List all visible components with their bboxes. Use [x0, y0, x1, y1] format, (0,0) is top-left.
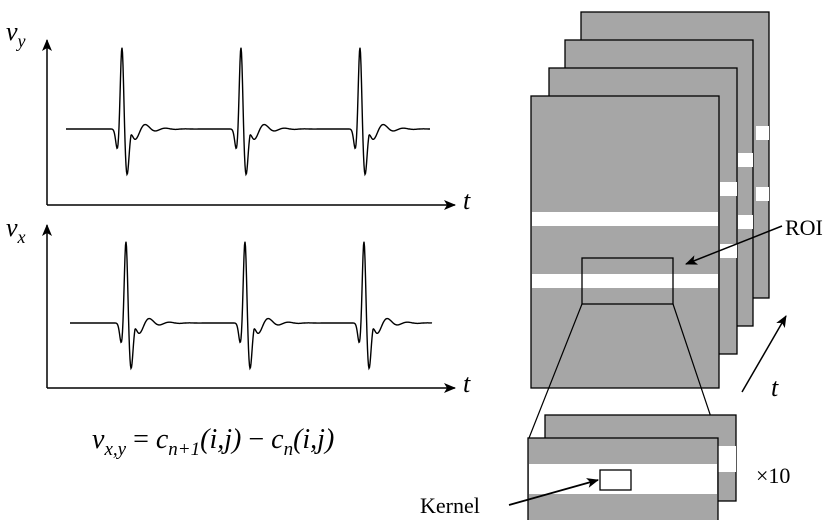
- kernel-pointer-arrow: [508, 478, 599, 506]
- roi-pointer-arrow: [685, 225, 783, 265]
- bottom-plot-x-label: t: [463, 369, 471, 398]
- zoom-line-left: [528, 303, 583, 439]
- magnification-label: ×10: [756, 463, 790, 488]
- roi-label: ROI: [785, 215, 823, 240]
- bottom-plot-y-label: vx: [6, 213, 26, 247]
- top-signal-plot: vy t: [6, 17, 471, 215]
- kernel-label: Kernel: [420, 493, 480, 518]
- top-plot-x-label: t: [463, 186, 471, 215]
- frame-stack: [527, 11, 770, 520]
- time-arrow: [741, 315, 787, 393]
- zoomed-roi-front: [527, 437, 719, 520]
- velocity-formula: vx,y = cn+1(i,j) − cn(i,j): [92, 424, 334, 460]
- bottom-plot-waveform: [70, 241, 433, 371]
- top-plot-waveform: [66, 47, 430, 177]
- image-frame-1: [530, 95, 720, 389]
- bottom-signal-plot: vx t: [6, 213, 471, 398]
- kernel-box: [599, 469, 632, 491]
- roi-box: [581, 257, 674, 305]
- time-label: t: [771, 373, 779, 402]
- top-plot-y-label: vy: [6, 17, 26, 51]
